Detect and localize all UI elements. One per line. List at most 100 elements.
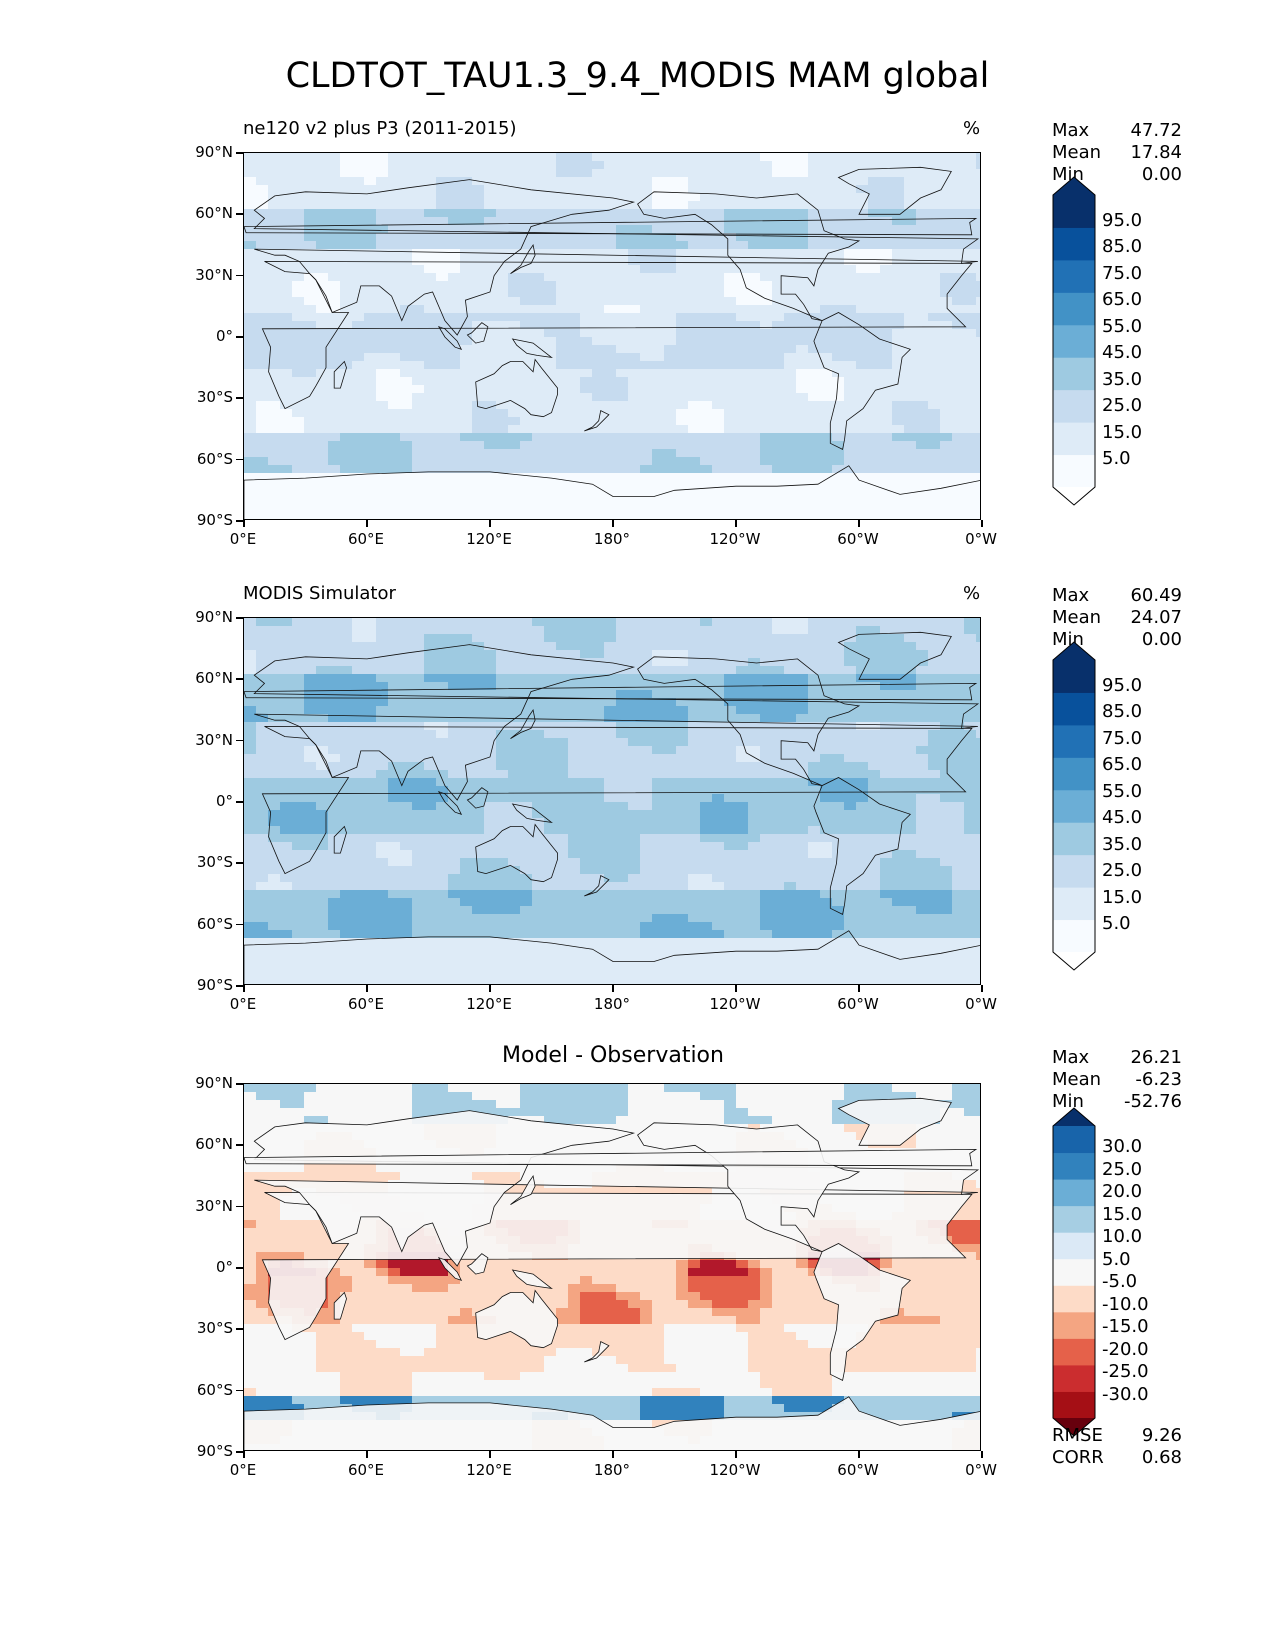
x-tick-mark bbox=[735, 520, 737, 527]
stat-mean: Mean 17.84 bbox=[1052, 142, 1182, 164]
stat-value: 17.84 bbox=[1130, 142, 1182, 163]
map-panel bbox=[243, 152, 981, 520]
map-field bbox=[244, 618, 980, 984]
coastline-madagascar bbox=[333, 1291, 347, 1320]
x-tick-mark bbox=[612, 985, 614, 992]
coastline-newguinea bbox=[511, 803, 553, 824]
x-tick-label: 120°E bbox=[466, 530, 512, 548]
coastline-eurasia bbox=[253, 179, 980, 336]
colorbar-tick-label: 5.0 bbox=[1102, 913, 1131, 935]
stat-label: Mean bbox=[1052, 1069, 1102, 1090]
stat-label: Max bbox=[1052, 585, 1090, 606]
y-tick-label: 60°S bbox=[196, 914, 233, 933]
colorbar-tick-label: 25.0 bbox=[1102, 860, 1143, 882]
y-tick-mark bbox=[236, 923, 243, 926]
x-tick-label: 0°E bbox=[229, 1461, 257, 1479]
coastline-africa bbox=[261, 261, 973, 410]
coastline-australia bbox=[475, 1289, 558, 1349]
coastline-borneo bbox=[466, 787, 489, 809]
colorbar-segment bbox=[1053, 919, 1095, 953]
colorbar-segment bbox=[1053, 1126, 1095, 1154]
x-tick-mark bbox=[858, 1451, 860, 1458]
colorbar-segment bbox=[1053, 389, 1095, 423]
colorbar-segment bbox=[1053, 1364, 1095, 1392]
colorbar-segment bbox=[1053, 1258, 1095, 1286]
coastline-japan bbox=[510, 243, 536, 274]
colorbar-tick-label: 25.0 bbox=[1102, 1158, 1143, 1180]
y-tick-label: 60°N bbox=[195, 669, 233, 688]
stat-value: 26.21 bbox=[1130, 1047, 1182, 1068]
coastline-antarctica bbox=[244, 930, 980, 984]
coastline-newguinea bbox=[511, 338, 553, 359]
y-tick-mark bbox=[236, 862, 243, 864]
colorbar-segment bbox=[1053, 660, 1095, 693]
colorbar-segment bbox=[1053, 454, 1095, 488]
colorbar-tick-label: 5.0 bbox=[1102, 1248, 1131, 1270]
stat-value: 9.26 bbox=[1141, 1425, 1182, 1446]
colorbar-extend-min bbox=[1053, 1418, 1095, 1436]
x-tick-mark bbox=[366, 520, 368, 527]
x-tick-label: 180° bbox=[593, 995, 631, 1013]
colorbar-outline bbox=[1052, 641, 1096, 971]
colorbar-tick-label: 15.0 bbox=[1102, 421, 1143, 443]
colorbar-tick-label: 85.0 bbox=[1102, 701, 1143, 723]
colorbar-extend-max bbox=[1053, 1108, 1095, 1126]
coastline-newzealand bbox=[584, 875, 610, 897]
y-tick-mark bbox=[236, 801, 243, 803]
y-tick-label: 90°S bbox=[196, 1442, 233, 1460]
coastline-britain bbox=[244, 682, 978, 701]
stat-value: 0.00 bbox=[1141, 164, 1182, 185]
x-tick-label: 120°W bbox=[709, 995, 761, 1013]
colorbar-tick-label: -20.0 bbox=[1102, 1338, 1149, 1360]
coastline-antarctica bbox=[244, 1396, 980, 1450]
x-tick-label: 0°E bbox=[229, 995, 257, 1013]
x-tick-label: 120°E bbox=[466, 1461, 512, 1479]
x-tick-mark bbox=[243, 1451, 245, 1458]
y-tick-mark bbox=[236, 397, 243, 399]
coastline-borneo bbox=[466, 1253, 489, 1275]
x-tick-mark bbox=[858, 520, 860, 527]
x-tick-mark bbox=[489, 985, 491, 992]
coastline-samerica bbox=[813, 1243, 912, 1381]
coastline-britain bbox=[244, 217, 978, 236]
coastline-japan bbox=[510, 708, 536, 739]
panel-title: Model - Observation bbox=[502, 1043, 724, 1068]
y-tick-label: 60°N bbox=[195, 1135, 233, 1154]
y-tick-mark bbox=[236, 274, 243, 277]
colorbar-segment bbox=[1053, 1205, 1095, 1233]
coastline-newzealand bbox=[584, 410, 610, 432]
x-tick-mark bbox=[735, 985, 737, 992]
y-tick-label: 0° bbox=[215, 792, 233, 810]
colorbar-tick-label: 65.0 bbox=[1102, 754, 1143, 776]
coastline-greenland bbox=[837, 1097, 952, 1146]
colorbar-segment bbox=[1053, 724, 1095, 758]
colorbar-segment bbox=[1053, 195, 1095, 228]
colorbar-outline bbox=[1052, 1107, 1096, 1437]
stat-mean: Mean -6.23 bbox=[1052, 1069, 1182, 1091]
colorbar-tick-label: 95.0 bbox=[1102, 674, 1143, 696]
colorbar-tick-label: 75.0 bbox=[1102, 727, 1143, 749]
x-tick-label: 0°E bbox=[229, 530, 257, 548]
coastline-namerica bbox=[637, 191, 861, 321]
colorbar-tick-label: 55.0 bbox=[1102, 780, 1143, 802]
colorbar-outline bbox=[1052, 176, 1096, 506]
colorbar-segment bbox=[1053, 227, 1095, 261]
colorbar-tick-label: 95.0 bbox=[1102, 209, 1143, 231]
y-tick-label: 60°S bbox=[196, 1380, 233, 1399]
stats-box: Max 60.49 Mean 24.07 Min 0.00 bbox=[1052, 585, 1182, 651]
y-tick-label: 30°S bbox=[196, 1319, 233, 1338]
colorbar-tick-label: 35.0 bbox=[1102, 833, 1143, 855]
y-tick-label: 30°N bbox=[195, 265, 233, 284]
y-tick-label: 30°N bbox=[195, 1196, 233, 1215]
colorbar-tick-label: -25.0 bbox=[1102, 1361, 1149, 1383]
coastline-australia bbox=[475, 823, 558, 883]
coastline-samerica bbox=[813, 312, 912, 450]
coastline-africa bbox=[261, 726, 973, 875]
y-tick-label: 90°S bbox=[196, 511, 233, 529]
colorbar-tick-label: -5.0 bbox=[1102, 1271, 1138, 1293]
y-tick-label: 30°S bbox=[196, 853, 233, 872]
colorbar-segment bbox=[1053, 757, 1095, 791]
y-tick-label: 0° bbox=[215, 327, 233, 345]
x-tick-mark bbox=[612, 1451, 614, 1458]
y-tick-mark bbox=[236, 739, 243, 742]
